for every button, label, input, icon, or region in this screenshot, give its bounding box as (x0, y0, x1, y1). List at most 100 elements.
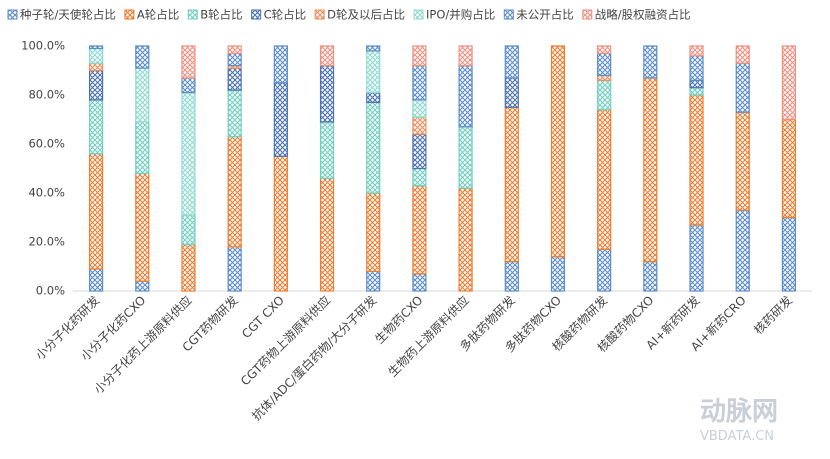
x-tick-label: CGT CXO (239, 293, 287, 341)
bar-segment (412, 273, 427, 292)
bar-segment (88, 62, 104, 72)
bar-segment (504, 45, 519, 79)
legend-label: A轮占比 (137, 8, 179, 22)
bar-segment (597, 45, 612, 54)
bar-segment (88, 153, 104, 270)
bar-segment (135, 280, 150, 292)
bar-segment (458, 45, 473, 67)
bar-segment (781, 216, 797, 292)
bar-segment (412, 167, 427, 187)
legend-swatch (314, 9, 325, 20)
bar-segment (88, 99, 104, 155)
bar-segment (412, 185, 427, 275)
legend-swatch (7, 9, 18, 20)
legend-label: 未公开占比 (516, 8, 574, 22)
bar-segment (319, 121, 335, 179)
bar-segment (412, 116, 427, 135)
bar-segment (550, 256, 566, 292)
bar-segment (319, 64, 335, 123)
legend-swatch (582, 9, 593, 20)
bar-segment (781, 118, 797, 219)
bar-segment (135, 172, 150, 282)
bar-segment (273, 155, 288, 292)
bar-segment (597, 109, 612, 250)
legend-swatch (187, 9, 198, 20)
watermark-site: VBDATA.CN (700, 429, 774, 444)
bar-segment (135, 67, 150, 123)
bar-segment (366, 45, 381, 52)
bar-segment (181, 45, 196, 79)
bar-segment (689, 45, 704, 57)
bar-segment (643, 77, 658, 263)
bar-segment (504, 106, 519, 263)
bar-segment (181, 77, 196, 94)
bar-segment (689, 94, 704, 226)
legend-label: C轮占比 (264, 8, 307, 22)
bar-segment (366, 192, 381, 273)
bar-segment (735, 62, 750, 113)
bar-segment (735, 111, 750, 211)
bar-segment (366, 91, 381, 103)
y-tick-label: 60.0% (28, 137, 65, 151)
bar-segment (643, 45, 658, 79)
bar-segment (735, 209, 750, 292)
bar-segment (181, 214, 196, 246)
bar-segment (366, 270, 381, 292)
bar-segment (181, 243, 196, 292)
bar-segment (597, 79, 612, 111)
bar-segment (366, 101, 381, 194)
bar-segment (227, 67, 242, 91)
bar-segment (366, 50, 381, 94)
bar-segment (412, 45, 427, 67)
bar-segment (597, 52, 612, 76)
bar-segment (227, 89, 242, 138)
bar-segment (88, 268, 104, 292)
bar-segment (550, 45, 566, 258)
bar-segment (135, 45, 150, 69)
bar-segment (689, 79, 704, 89)
bar-segment (88, 69, 104, 101)
bar-segment (643, 261, 658, 292)
legend-label: 战略/股权融资占比 (595, 8, 691, 22)
watermark-logo: 动脉网 (700, 397, 778, 427)
bar-segment (181, 91, 196, 216)
bar-segment (319, 177, 335, 292)
bar-segment (273, 45, 288, 84)
legend-swatch (251, 9, 262, 20)
y-tick-label: 0.0% (36, 284, 65, 298)
legend-label: IPO/并购占比 (426, 8, 495, 22)
x-tick-label: CGT药物上游原料供应 (237, 293, 333, 389)
bar-segment (227, 45, 242, 54)
bar-segment (273, 82, 288, 157)
bar-segment (412, 64, 427, 101)
bar-segment (458, 64, 473, 128)
bar-segment (88, 47, 104, 64)
y-tick-label: 100.0% (21, 39, 65, 53)
legend-swatch (413, 9, 424, 20)
bar-segment (458, 187, 473, 292)
y-tick-label: 20.0% (28, 235, 65, 249)
bar-segment (227, 52, 242, 67)
bar-segment (504, 261, 519, 292)
bar-segment (689, 87, 704, 96)
bar-segment (689, 224, 704, 292)
y-tick-label: 40.0% (28, 186, 65, 200)
legend-label: B轮占比 (200, 8, 242, 22)
bar-segment (412, 99, 427, 118)
bar-segment (412, 133, 427, 170)
x-tick-label: 核药研发 (750, 293, 795, 338)
bar-segment (597, 74, 612, 81)
y-tick-label: 80.0% (28, 88, 65, 102)
legend-label: D轮及以后占比 (327, 8, 405, 22)
bar-segment (689, 55, 704, 81)
bar-segment (781, 45, 797, 121)
bar-segment (597, 248, 612, 292)
bar-segment (135, 121, 150, 174)
legend-swatch (124, 9, 135, 20)
legend-label: 种子轮/天使轮占比 (20, 8, 116, 22)
bar-segment (88, 45, 104, 50)
bar-segment (319, 45, 335, 67)
bar-segment (227, 246, 242, 292)
x-tick-label: 生物药上游原料供应 (385, 293, 472, 380)
